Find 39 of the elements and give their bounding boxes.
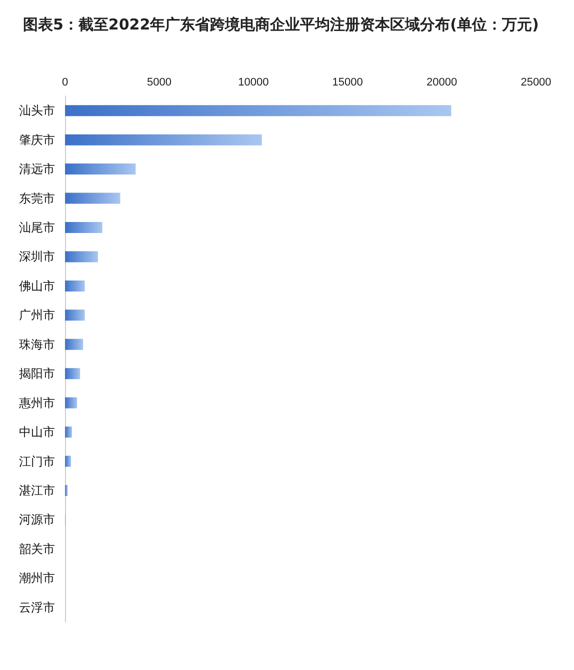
y-tick-label: 湛江市 [19,484,55,498]
chart-title: 图表5：截至2022年广东省跨境电商企业平均注册资本区域分布(单位：万元) [23,16,539,34]
y-tick-label: 汕尾市 [19,220,55,234]
bar [65,280,85,292]
y-tick-label: 深圳市 [19,250,55,264]
bar [65,368,80,380]
y-tick-label: 肇庆市 [19,132,55,147]
bar [65,192,120,204]
y-tick-label: 汕头市 [19,104,55,118]
bar [65,456,72,467]
y-tick-label: 江门市 [19,454,55,468]
y-tick-label: 河源市 [19,512,55,527]
bar [65,397,78,408]
y-tick-label: 广州市 [19,308,55,322]
y-tick-label: 揭阳市 [19,366,55,381]
y-tick-label: 云浮市 [19,600,55,614]
y-tick-label: 佛山市 [19,278,55,293]
y-tick-label: 东莞市 [19,191,55,206]
bar [65,310,85,321]
y-tick-label: 中山市 [19,425,55,440]
bar [65,164,136,175]
bar [65,485,68,496]
x-tick-label: 25000 [520,76,552,88]
x-tick-label: 10000 [238,76,269,88]
bar [65,251,98,262]
y-tick-label: 潮州市 [19,571,55,586]
bar [65,426,72,438]
y-tick-label: 惠州市 [18,396,55,410]
bar [65,134,262,146]
x-tick-label: 5000 [146,76,172,88]
x-tick-label: 0 [62,76,68,88]
x-tick-label: 20000 [426,76,458,88]
y-tick-label: 清远市 [19,162,55,176]
y-tick-label: 韶关市 [19,542,55,556]
bar [65,105,452,116]
bar [65,222,102,233]
bar [65,338,84,350]
y-tick-label: 珠海市 [19,337,55,352]
x-tick-label: 15000 [332,76,363,88]
